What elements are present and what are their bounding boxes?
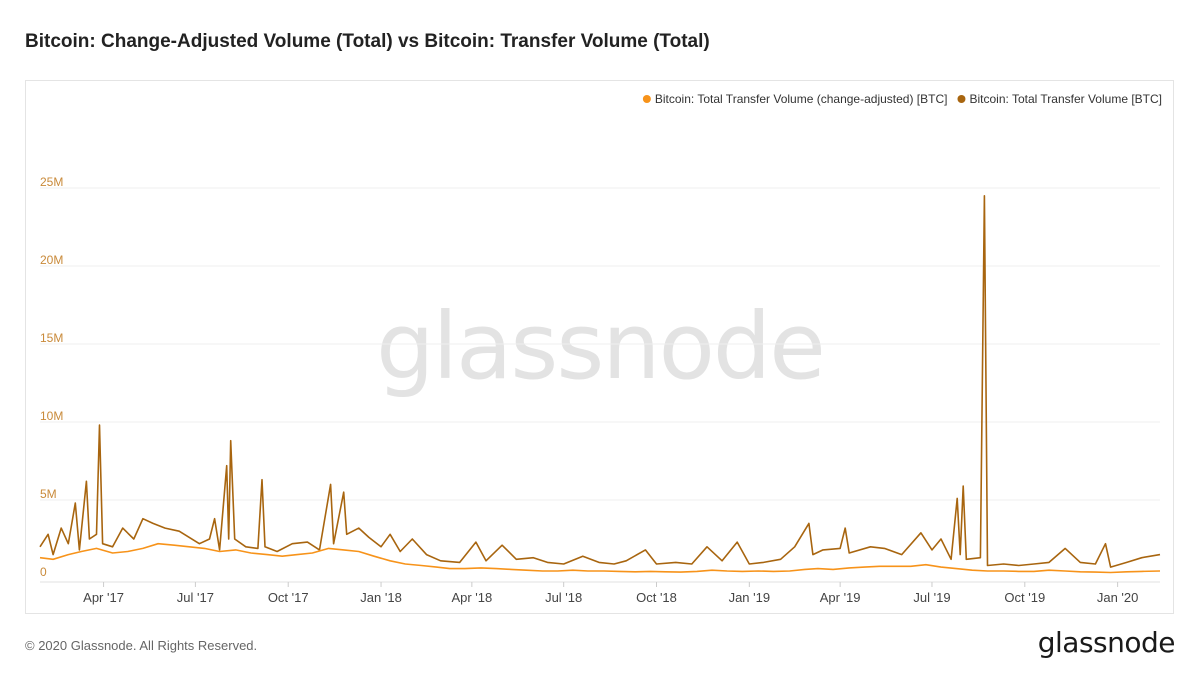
brand-logo: glassnode: [1037, 626, 1176, 659]
x-tick-label: Jan '19: [729, 590, 771, 605]
copyright-footer: © 2020 Glassnode. All Rights Reserved.: [25, 638, 258, 653]
y-axis-labels: 0 5M 10M 15M 20M 25M: [40, 175, 63, 579]
legend: Bitcoin: Total Transfer Volume [BTC] Bitc…: [642, 92, 1162, 106]
x-axis-labels: Apr '17 Jul '17 Oct '17 Jan '18 Apr '18 Jul '…: [83, 590, 1138, 605]
y-tick-label: 20M: [40, 253, 63, 267]
series-line-change-adjusted: [39, 542, 1161, 574]
x-tick-label: Oct '18: [636, 590, 677, 605]
y-tick-label: 5M: [40, 487, 57, 501]
x-axis-ticks: [103, 582, 1119, 587]
y-tick-label: 0: [40, 565, 47, 579]
x-tick-label: Jul '18: [545, 590, 582, 605]
x-tick-label: Apr '17: [83, 590, 124, 605]
series-line-total: [39, 195, 1161, 568]
x-tick-label: Jan '18: [360, 590, 402, 605]
chart-title: Bitcoin: Change-Adjusted Volume (Total) …: [25, 31, 710, 52]
x-tick-label: Jul '17: [177, 590, 214, 605]
grid-lines: [40, 187, 1160, 583]
x-tick-label: Jan '20: [1097, 590, 1139, 605]
legend-label: Bitcoin: Total Transfer Volume [BTC]: [969, 92, 1162, 106]
legend-swatch: [642, 95, 651, 103]
chart-panel: [25, 80, 1174, 614]
watermark-logo: glassnode: [376, 293, 824, 400]
x-tick-label: Jul '19: [913, 590, 950, 605]
series-lines: [39, 195, 1161, 574]
x-tick-label: Oct '19: [1004, 590, 1045, 605]
y-tick-label: 15M: [40, 331, 63, 345]
x-tick-label: Apr '18: [451, 590, 492, 605]
legend-swatch: [957, 95, 966, 103]
y-tick-label: 25M: [40, 175, 63, 189]
legend-label: Bitcoin: Total Transfer Volume (change-a…: [655, 92, 948, 106]
x-tick-label: Oct '17: [268, 590, 309, 605]
x-tick-label: Apr '19: [820, 590, 861, 605]
y-tick-label: 10M: [40, 409, 63, 423]
